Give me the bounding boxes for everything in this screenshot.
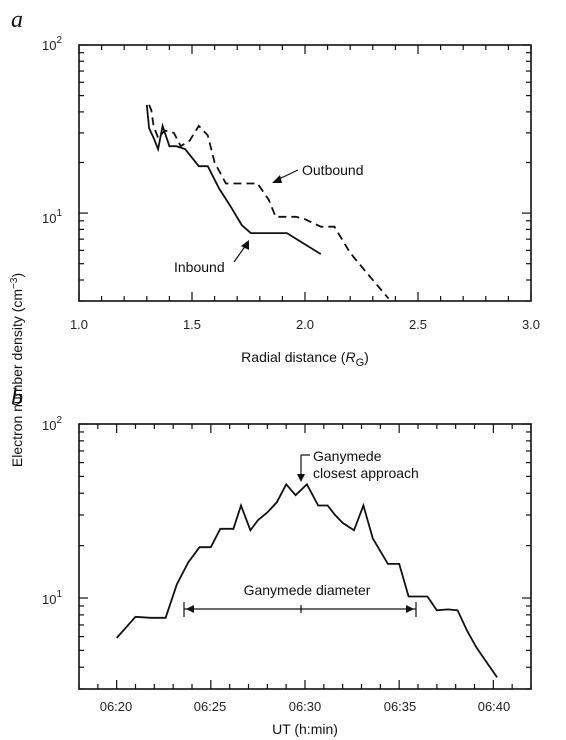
y-axis-title: Electron number density (cm−3): [9, 273, 25, 467]
panel-a-xtick-label: 2.5: [409, 317, 427, 332]
panel-a: a 102 101 1.0 1.5 2.0 2.5 3.0 Radial dis…: [11, 7, 540, 369]
closest-approach-label-line1: Ganymede: [313, 448, 382, 464]
panel-b-frame: [78, 423, 532, 690]
diameter-annotation-label: Ganymede diameter: [244, 582, 371, 598]
panel-a-xtick-label: 1.5: [183, 317, 201, 332]
diameter-right-arrowhead: [406, 605, 414, 613]
inbound-annotation-label: Inbound: [174, 259, 225, 275]
panel-b-ytick-label-10: 101: [42, 589, 62, 607]
outbound-annotation-label: Outbound: [302, 162, 364, 178]
panel-b-series: [116, 482, 498, 678]
closest-approach-label-line2: closest approach: [313, 465, 419, 481]
panel-b-xtick-label: 06:25: [194, 699, 227, 714]
outbound-arrowhead: [272, 175, 282, 183]
inbound-series-line: [145, 104, 322, 255]
panel-b-xtick-label: 06:40: [478, 699, 511, 714]
panel-a-xtick-label: 2.0: [296, 317, 314, 332]
panel-b-xtick-label: 06:35: [384, 699, 417, 714]
panel-b: b 102 101 06:20 06:25 06:30 06:35 06:40 …: [11, 385, 532, 737]
panel-a-xtick-label: 3.0: [522, 317, 540, 332]
panel-b-xtick-label: 06:30: [289, 699, 322, 714]
outbound-series-line: [148, 104, 390, 300]
panel-b-label: b: [11, 385, 23, 411]
density-series-line: [116, 482, 498, 678]
panel-a-label: a: [11, 7, 23, 33]
panel-a-ticks: [78, 44, 532, 302]
panel-a-xtick-label: 1.0: [70, 317, 88, 332]
inbound-annotation-arrow: [233, 244, 247, 263]
panel-b-x-axis-title: UT (h:min): [272, 721, 338, 737]
closest-approach-arrowhead: [297, 474, 305, 482]
panel-a-ytick-label-10: 101: [42, 208, 62, 226]
panel-a-series: [145, 104, 390, 300]
panel-b-ytick-label-100: 102: [42, 415, 62, 433]
inbound-arrowhead: [241, 240, 249, 250]
panel-b-ticks: [78, 423, 532, 690]
panel-a-ytick-label-100: 102: [42, 35, 62, 53]
panel-b-xtick-label: 06:20: [100, 699, 133, 714]
diameter-left-arrowhead: [186, 605, 194, 613]
panel-a-x-axis-title: Radial distance (RG): [241, 349, 369, 369]
